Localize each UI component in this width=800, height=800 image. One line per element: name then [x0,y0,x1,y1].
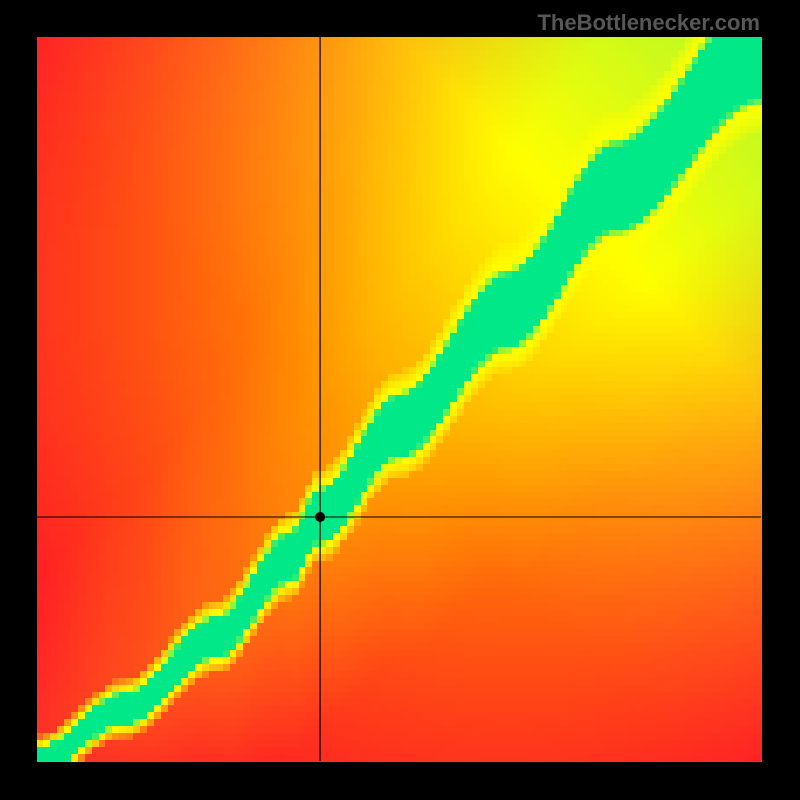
bottleneck-heatmap [0,0,800,800]
chart-container: TheBottlenecker.com [0,0,800,800]
watermark-text: TheBottlenecker.com [537,10,760,36]
